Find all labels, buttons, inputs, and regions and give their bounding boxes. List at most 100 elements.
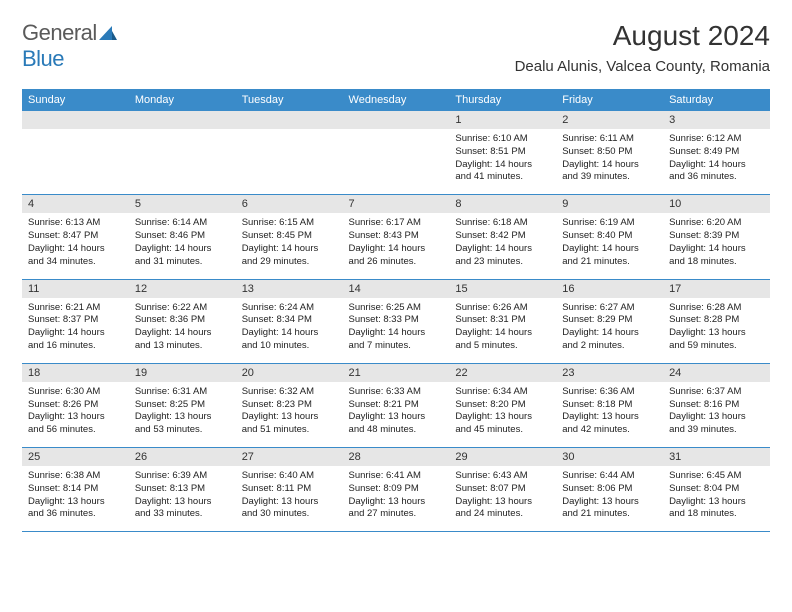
logo: GeneralBlue [22, 20, 117, 72]
day-line-dl1: Daylight: 14 hours [28, 327, 123, 340]
date-num-cell: 14 [343, 279, 450, 298]
day-cell: Sunrise: 6:33 AMSunset: 8:21 PMDaylight:… [343, 382, 450, 448]
date-num-cell: 7 [343, 195, 450, 214]
day-line-dl1: Daylight: 14 hours [349, 327, 444, 340]
day-line-dl2: and 10 minutes. [242, 340, 337, 353]
date-number: 28 [343, 448, 450, 466]
week-content-row: Sunrise: 6:13 AMSunset: 8:47 PMDaylight:… [22, 213, 770, 279]
date-number: 25 [22, 448, 129, 466]
date-num-cell [129, 111, 236, 129]
day-line-dl2: and 53 minutes. [135, 424, 230, 437]
date-number: 20 [236, 364, 343, 382]
date-num-cell: 31 [663, 448, 770, 467]
day-line-ss: Sunset: 8:06 PM [562, 483, 657, 496]
date-number: 19 [129, 364, 236, 382]
day-line-dl2: and 33 minutes. [135, 508, 230, 521]
day-line-dl2: and 29 minutes. [242, 256, 337, 269]
day-line-sr: Sunrise: 6:22 AM [135, 302, 230, 315]
day-line-dl2: and 21 minutes. [562, 256, 657, 269]
day-line-ss: Sunset: 8:23 PM [242, 399, 337, 412]
day-line-ss: Sunset: 8:50 PM [562, 146, 657, 159]
day-content: Sunrise: 6:22 AMSunset: 8:36 PMDaylight:… [129, 298, 236, 363]
day-line-dl2: and 31 minutes. [135, 256, 230, 269]
day-line-sr: Sunrise: 6:10 AM [455, 133, 550, 146]
day-cell: Sunrise: 6:12 AMSunset: 8:49 PMDaylight:… [663, 129, 770, 195]
date-num-cell: 1 [449, 111, 556, 129]
day-content: Sunrise: 6:13 AMSunset: 8:47 PMDaylight:… [22, 213, 129, 278]
day-line-dl1: Daylight: 13 hours [28, 411, 123, 424]
date-num-cell: 22 [449, 363, 556, 382]
date-number: 7 [343, 195, 450, 213]
day-line-ss: Sunset: 8:18 PM [562, 399, 657, 412]
date-number: 11 [22, 280, 129, 298]
day-content: Sunrise: 6:44 AMSunset: 8:06 PMDaylight:… [556, 466, 663, 531]
day-line-ss: Sunset: 8:29 PM [562, 314, 657, 327]
date-num-cell: 24 [663, 363, 770, 382]
date-number: 12 [129, 280, 236, 298]
date-num-cell: 6 [236, 195, 343, 214]
date-num-row: 123 [22, 111, 770, 129]
day-line-dl2: and 26 minutes. [349, 256, 444, 269]
month-title: August 2024 [515, 20, 770, 52]
day-cell: Sunrise: 6:25 AMSunset: 8:33 PMDaylight:… [343, 298, 450, 364]
date-num-cell: 8 [449, 195, 556, 214]
day-cell: Sunrise: 6:41 AMSunset: 8:09 PMDaylight:… [343, 466, 450, 532]
day-content: Sunrise: 6:38 AMSunset: 8:14 PMDaylight:… [22, 466, 129, 531]
date-num-row: 11121314151617 [22, 279, 770, 298]
date-num-cell: 29 [449, 448, 556, 467]
day-line-dl1: Daylight: 13 hours [455, 411, 550, 424]
day-line-ss: Sunset: 8:20 PM [455, 399, 550, 412]
day-line-ss: Sunset: 8:26 PM [28, 399, 123, 412]
date-num-cell: 4 [22, 195, 129, 214]
day-line-dl2: and 24 minutes. [455, 508, 550, 521]
week-content-row: Sunrise: 6:38 AMSunset: 8:14 PMDaylight:… [22, 466, 770, 532]
day-header-friday: Friday [556, 89, 663, 111]
day-line-dl1: Daylight: 14 hours [669, 243, 764, 256]
day-content: Sunrise: 6:20 AMSunset: 8:39 PMDaylight:… [663, 213, 770, 278]
date-number: 4 [22, 195, 129, 213]
day-cell [129, 129, 236, 195]
date-number: 9 [556, 195, 663, 213]
date-number: 27 [236, 448, 343, 466]
day-line-ss: Sunset: 8:39 PM [669, 230, 764, 243]
day-cell: Sunrise: 6:19 AMSunset: 8:40 PMDaylight:… [556, 213, 663, 279]
day-content: Sunrise: 6:34 AMSunset: 8:20 PMDaylight:… [449, 382, 556, 447]
day-line-sr: Sunrise: 6:26 AM [455, 302, 550, 315]
day-line-dl2: and 16 minutes. [28, 340, 123, 353]
day-content: Sunrise: 6:19 AMSunset: 8:40 PMDaylight:… [556, 213, 663, 278]
day-content: Sunrise: 6:40 AMSunset: 8:11 PMDaylight:… [236, 466, 343, 531]
day-line-sr: Sunrise: 6:24 AM [242, 302, 337, 315]
day-content: Sunrise: 6:27 AMSunset: 8:29 PMDaylight:… [556, 298, 663, 363]
day-line-dl2: and 36 minutes. [28, 508, 123, 521]
date-number: 15 [449, 280, 556, 298]
date-num-cell: 19 [129, 363, 236, 382]
date-number: 10 [663, 195, 770, 213]
day-content: Sunrise: 6:11 AMSunset: 8:50 PMDaylight:… [556, 129, 663, 194]
day-line-ss: Sunset: 8:28 PM [669, 314, 764, 327]
logo-text-2: Blue [22, 46, 64, 71]
logo-triangle-icon [99, 20, 117, 46]
date-number: 23 [556, 364, 663, 382]
date-number: 17 [663, 280, 770, 298]
date-num-cell: 28 [343, 448, 450, 467]
day-cell: Sunrise: 6:28 AMSunset: 8:28 PMDaylight:… [663, 298, 770, 364]
date-num-cell [236, 111, 343, 129]
date-num-cell: 16 [556, 279, 663, 298]
day-cell: Sunrise: 6:45 AMSunset: 8:04 PMDaylight:… [663, 466, 770, 532]
day-line-sr: Sunrise: 6:37 AM [669, 386, 764, 399]
date-num-cell: 27 [236, 448, 343, 467]
week-content-row: Sunrise: 6:21 AMSunset: 8:37 PMDaylight:… [22, 298, 770, 364]
day-cell: Sunrise: 6:26 AMSunset: 8:31 PMDaylight:… [449, 298, 556, 364]
day-line-sr: Sunrise: 6:36 AM [562, 386, 657, 399]
day-line-ss: Sunset: 8:25 PM [135, 399, 230, 412]
date-num-cell: 25 [22, 448, 129, 467]
day-cell: Sunrise: 6:32 AMSunset: 8:23 PMDaylight:… [236, 382, 343, 448]
date-num-cell: 15 [449, 279, 556, 298]
page-header: GeneralBlue August 2024 Dealu Alunis, Va… [22, 20, 770, 75]
day-header-row: Sunday Monday Tuesday Wednesday Thursday… [22, 89, 770, 111]
date-number: 31 [663, 448, 770, 466]
date-num-cell: 10 [663, 195, 770, 214]
day-line-sr: Sunrise: 6:28 AM [669, 302, 764, 315]
day-line-ss: Sunset: 8:09 PM [349, 483, 444, 496]
day-line-sr: Sunrise: 6:34 AM [455, 386, 550, 399]
